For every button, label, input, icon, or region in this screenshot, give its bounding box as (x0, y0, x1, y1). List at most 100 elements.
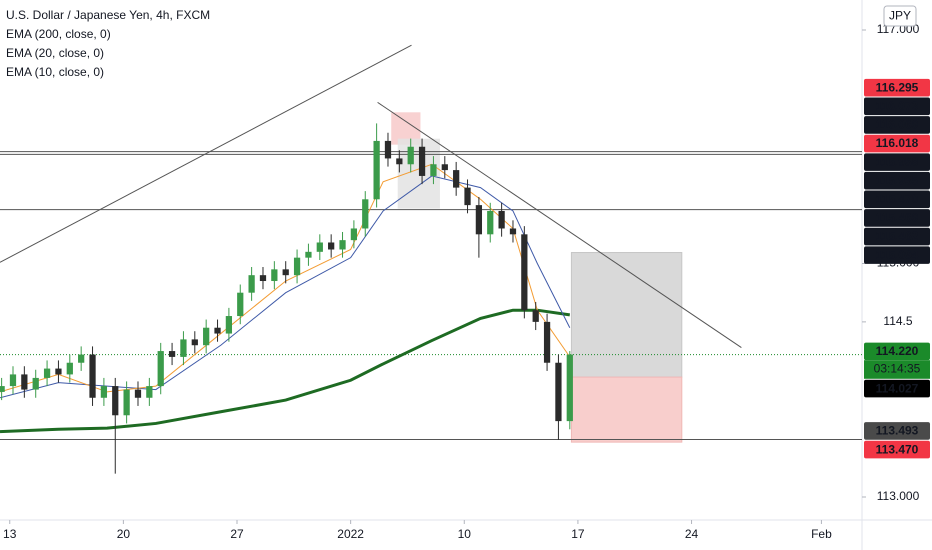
price-label-box (864, 190, 930, 209)
trend-line (377, 101, 742, 348)
price-label-box (864, 342, 930, 361)
candle-body (55, 368, 62, 375)
price-label: 115.469 (876, 211, 919, 225)
candle-body (441, 164, 448, 171)
candle-body (418, 146, 426, 176)
price-label-box (864, 97, 930, 116)
candle-body (532, 310, 539, 322)
candle-body (180, 339, 187, 357)
candle-body (248, 275, 255, 293)
price-label: 113.470 (876, 442, 919, 456)
candle-body (237, 292, 244, 317)
candle-body (373, 140, 380, 200)
x-tick-label: 13 (3, 527, 17, 541)
countdown: 03:14:35 (874, 362, 921, 376)
chart-title: U.S. Dollar / Japanese Yen, 4h, FXCM (6, 8, 210, 22)
candle-body (498, 210, 505, 229)
candle-body (362, 199, 369, 229)
candle-body (134, 389, 142, 398)
price-label: 116.073 (876, 99, 919, 113)
price-label-box (864, 227, 930, 246)
candle-body (191, 339, 198, 346)
position-target (570, 252, 683, 378)
candle-body (0, 386, 5, 392)
price-label: 115.094 (876, 248, 919, 262)
candle-body (328, 242, 335, 250)
legend-entry: EMA (20, close, 0) (6, 46, 104, 60)
price-label-box (864, 78, 930, 97)
candle-body (43, 368, 51, 378)
trend-line (0, 44, 412, 263)
y-tick-label: 113.000 (877, 489, 920, 503)
price-label-box (864, 379, 930, 398)
ema-line (0, 308, 571, 434)
x-tick-label: 10 (458, 527, 472, 541)
price-label-box (864, 153, 930, 171)
candle-body (157, 351, 164, 387)
candle-body (464, 187, 471, 206)
currency: JPY (889, 9, 911, 23)
candle-body (475, 205, 483, 235)
candle-body (66, 362, 73, 375)
legend-entry: EMA (10, close, 0) (6, 65, 104, 79)
x-tick-label: 24 (685, 527, 699, 541)
candle-body (566, 354, 573, 422)
candle-body (9, 374, 17, 387)
candle-body (543, 321, 551, 363)
price-label: 116.018 (876, 136, 919, 150)
y-tick-label: 114.5 (883, 314, 912, 328)
candle-body (555, 362, 562, 422)
x-tick-label: 17 (571, 527, 585, 541)
candle-body (316, 242, 323, 252)
price-label-box (864, 171, 930, 190)
candle-body (112, 386, 119, 416)
price-label-box (864, 422, 930, 440)
price-label: 116.069 (876, 118, 919, 132)
x-tick-label: 27 (230, 527, 244, 541)
candle-body (430, 164, 437, 176)
candle-body (21, 374, 28, 390)
x-tick-label: 20 (117, 527, 131, 541)
candle-body (305, 251, 312, 258)
plot-area (0, 44, 862, 474)
candle-body (203, 327, 210, 346)
candle-body (146, 386, 153, 398)
candle-body (521, 234, 528, 311)
x-tick-label: 2022 (337, 527, 364, 541)
price-label-box (864, 440, 930, 459)
candle-body (282, 269, 289, 276)
price-label-box (864, 246, 930, 264)
price-label-box (864, 116, 930, 134)
candle-body (271, 269, 278, 282)
ema-line (0, 175, 571, 399)
price-label: 115.470 (876, 192, 919, 206)
price-label-box (864, 209, 930, 227)
countdown-box (864, 360, 930, 379)
position-stop (570, 376, 683, 443)
x-tick-label: Feb (811, 527, 832, 541)
candle-body (384, 140, 392, 159)
candle-body (123, 389, 130, 416)
price-label: 115.935 (876, 173, 919, 187)
candle-body (32, 377, 39, 390)
price-label: 114.220 (876, 344, 919, 358)
candle-body (509, 228, 517, 235)
price-label: 115.462 (876, 229, 919, 243)
candle-body (339, 240, 346, 250)
candle-body (78, 354, 85, 363)
candle-body (453, 170, 460, 188)
candle-body (293, 257, 301, 276)
price-label: 113.493 (876, 424, 919, 438)
price-label: 116.295 (876, 80, 919, 94)
legend-entry: EMA (200, close, 0) (6, 27, 111, 41)
price-label: 114.027 (876, 381, 919, 395)
candle-body (214, 327, 221, 334)
candle-body (396, 158, 403, 165)
candle-body (487, 210, 494, 235)
candle-body (407, 146, 414, 165)
price-label: 115.958 (876, 155, 919, 169)
currency-box (883, 5, 917, 27)
candle-body (89, 354, 96, 398)
